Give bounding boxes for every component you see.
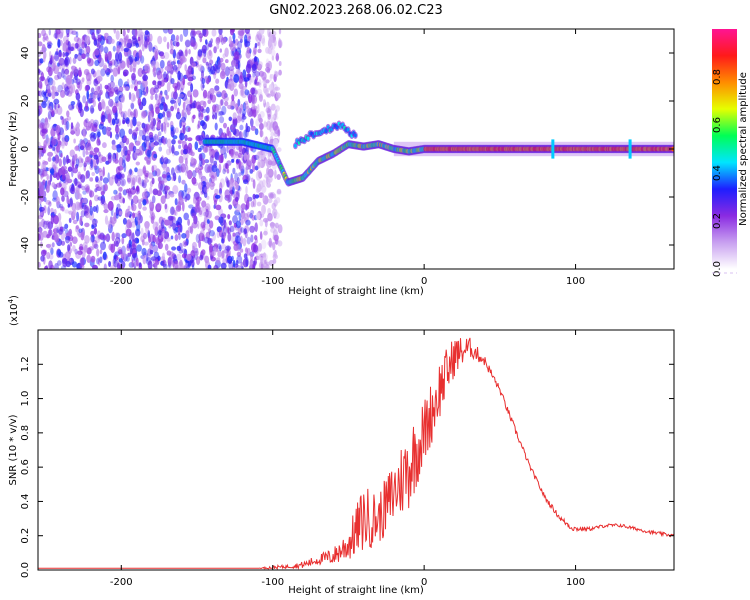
- y-tick-label: 0.0: [20, 562, 31, 578]
- figure-title: GN02.2023.268.06.02.C23: [269, 3, 443, 18]
- y-tick-label: -20: [20, 189, 31, 205]
- y-axis-label: Frequency (Hz): [8, 111, 19, 187]
- y-tick-label: 0.8: [20, 425, 31, 441]
- snr-frame: [37, 329, 675, 571]
- x-tick-label: -100: [261, 276, 284, 287]
- spectrum-marker: [628, 139, 632, 159]
- colorbar-gradient: [712, 29, 737, 269]
- y-tick-label: 20: [20, 95, 31, 108]
- colorbar-tick-label: 0.2: [712, 213, 723, 229]
- spectrogram-image: [38, 29, 674, 269]
- x-tick-label: 100: [566, 276, 585, 287]
- colorbar-tick-label: 0.8: [712, 69, 723, 85]
- spectrum-marker: [551, 139, 555, 159]
- x-tick-label: 0: [421, 276, 427, 287]
- y-tick-label: 1.0: [20, 391, 31, 407]
- colorbar-tick-label: 0.4: [712, 165, 723, 181]
- x-axis-label: Height of straight line (km): [288, 286, 424, 297]
- y-tick-label: 0.6: [20, 459, 31, 475]
- y-axis-multiplier: (x104): [7, 295, 20, 326]
- y-tick-label: -40: [20, 237, 31, 253]
- snr-series-line: [38, 337, 674, 570]
- y-tick-label: 0: [20, 146, 31, 152]
- y-axis-label: SNR (10 * v/v): [8, 414, 19, 485]
- y-tick-label: 0.4: [20, 493, 31, 509]
- x-tick-label: -100: [261, 577, 284, 588]
- y-tick-label: 40: [20, 47, 31, 60]
- colorbar-tick-label: 0.6: [712, 117, 723, 133]
- y-tick-label: 0.2: [20, 528, 31, 544]
- y-tick-label: 1.2: [20, 356, 31, 372]
- colorbar-label: Normalized spectral amplitude: [738, 72, 749, 226]
- x-tick-label: 0: [421, 577, 427, 588]
- x-tick-label: -200: [110, 577, 133, 588]
- x-tick-label: 100: [566, 577, 585, 588]
- x-axis-label: Height of straight line (km): [288, 585, 424, 596]
- snr-panel: -200 -100 0 100 0.0 0.2 0.4 0.6 0.8 1.0 1.2 Height …: [7, 295, 675, 596]
- x-tick-label: -200: [110, 276, 133, 287]
- colorbar-tick-label: 0.0: [712, 261, 723, 277]
- colorbar: 0.0 0.2 0.4 0.6 0.8 Normalized spectral ampli…: [712, 29, 749, 277]
